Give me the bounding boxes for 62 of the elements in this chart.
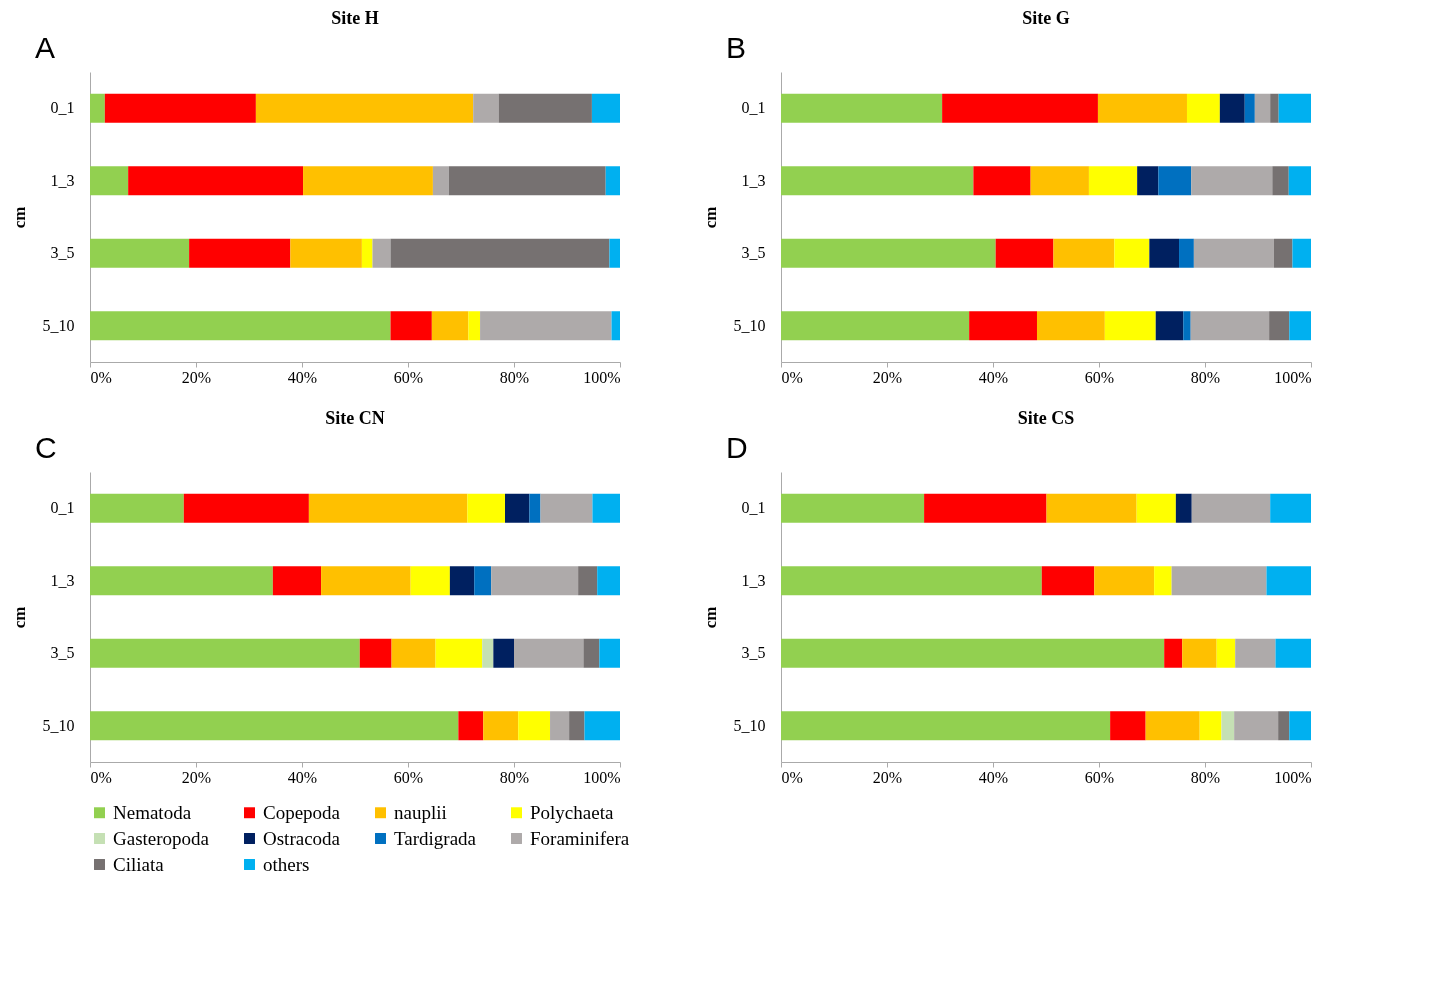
y-tick-label: 5_10 [42,716,75,734]
x-tick-label: 20% [872,368,903,386]
x-tick-label: 40% [978,368,1009,386]
x-tick-label: 80% [1190,768,1221,786]
chart-title: Site G [1022,8,1070,28]
x-tick-label: 20% [181,368,212,386]
y-tick-label: 5_10 [733,316,766,334]
legend-label: nauplii [394,801,447,823]
x-tick-label: 80% [499,768,530,786]
y-tick-label: 3_5 [50,244,75,262]
x-tick-label: 60% [393,368,424,386]
y-axis-title: cm [9,206,29,229]
legend-label: others [263,853,310,875]
x-tick-label: 20% [872,768,903,786]
x-tick-label: 40% [978,768,1009,786]
y-tick-label: 0_1 [741,499,766,517]
y-axis-title: cm [9,606,29,629]
chart-title: Site H [331,8,379,28]
chart-title: Site CN [325,408,385,428]
legend-label: Gasteropoda [113,827,210,849]
x-tick-label: 0% [90,368,112,386]
y-tick-label: 0_1 [50,99,75,117]
x-tick-label: 80% [499,368,530,386]
x-tick-label: 0% [781,768,803,786]
y-tick-label: 5_10 [733,716,766,734]
y-tick-label: 1_3 [50,171,75,189]
y-tick-label: 1_3 [741,571,766,589]
x-tick-label: 100% [583,368,621,386]
x-tick-label: 0% [90,768,112,786]
x-tick-label: 20% [181,768,212,786]
x-tick-label: 60% [1084,768,1115,786]
y-tick-label: 0_1 [50,499,75,517]
chart-title: Site CS [1017,408,1075,428]
x-tick-label: 40% [287,768,318,786]
y-tick-label: 1_3 [741,171,766,189]
legend-label: Nematoda [113,801,192,823]
legend-label: Ciliata [113,853,165,875]
x-tick-label: 100% [583,768,621,786]
x-tick-label: 0% [781,368,803,386]
y-tick-label: 5_10 [42,316,75,334]
legend-label: Tardigrada [394,827,477,849]
y-axis-title: cm [700,206,720,229]
y-tick-label: 3_5 [741,244,766,262]
x-tick-label: 80% [1190,368,1221,386]
legend-label: Ostracoda [263,827,341,849]
text: C [35,431,57,464]
legend-label: Foraminifera [530,827,630,849]
y-tick-label: 3_5 [741,644,766,662]
y-axis-title: cm [700,606,720,629]
x-tick-label: 60% [1084,368,1115,386]
y-tick-label: 3_5 [50,644,75,662]
text: A [35,31,56,64]
x-tick-label: 100% [1274,368,1312,386]
legend-label: Polychaeta [530,801,614,823]
x-tick-label: 60% [393,768,424,786]
x-tick-label: 40% [287,368,318,386]
y-tick-label: 0_1 [741,99,766,117]
legend-label: Copepoda [263,801,341,823]
text: D [726,431,748,464]
text: B [726,31,747,64]
x-tick-label: 100% [1274,768,1312,786]
y-tick-label: 1_3 [50,571,75,589]
